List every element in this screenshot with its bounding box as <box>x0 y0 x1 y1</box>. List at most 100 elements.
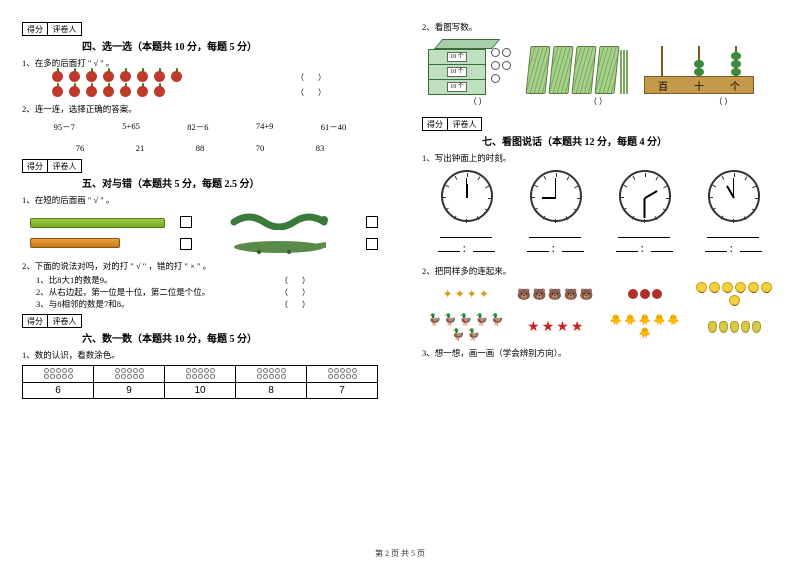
grader-label: 评卷人 <box>448 117 482 131</box>
expr: 74+9 <box>256 121 274 133</box>
page-footer: 第 2 页 共 5 页 <box>0 548 800 559</box>
q7-1-text: 1、写出钟面上的时刻。 <box>422 152 778 164</box>
q7-2-text: 2、把同样多的连起来。 <box>422 265 778 277</box>
right-column: 2、看图写数。 10 个 10 个 10 个 <box>400 0 800 565</box>
rings-group <box>490 47 512 86</box>
count-pictures: 10 个 10 个 10 个 <box>428 39 778 94</box>
clock-answer[interactable]: ： <box>438 228 495 255</box>
left-column: 得分 评卷人 四、选一选（本题共 10 分，每题 5 分） 1、在多的后面打 "… <box>0 0 400 565</box>
q5-1-bars <box>30 210 378 256</box>
q5-2-item: 1、比8大1的数是9。（ ） <box>36 274 316 286</box>
apple-icon <box>137 86 148 97</box>
grader-label: 评卷人 <box>48 22 82 36</box>
dots-cell[interactable] <box>165 366 236 383</box>
snake-icon <box>229 210 329 230</box>
grader-label: 评卷人 <box>48 314 82 328</box>
num-cell: 6 <box>23 383 94 399</box>
num: 70 <box>256 143 265 153</box>
cell-ducks: 🦆🦆🦆🦆🦆🦆🦆 <box>426 313 506 341</box>
q4-2-bot-row: 76 21 88 70 83 <box>30 143 370 153</box>
score-box-sec7: 得分 评卷人 <box>422 117 778 131</box>
clock-face <box>708 170 760 222</box>
dots-cell[interactable] <box>94 366 165 383</box>
score-label: 得分 <box>22 314 48 328</box>
score-label: 得分 <box>422 117 448 131</box>
apple-icon <box>137 71 148 82</box>
sec6-title: 六、数一数（本题共 10 分，每题 5 分） <box>82 330 378 345</box>
q5-1-text: 1、在短的后面画 " √ " 。 <box>22 194 378 206</box>
sec4-title: 四、选一选（本题共 10 分，每题 5 分） <box>82 38 378 53</box>
expr: 95－7 <box>54 121 75 133</box>
clock-face <box>619 170 671 222</box>
checkbox[interactable] <box>366 238 378 250</box>
dots-cell[interactable] <box>307 366 378 383</box>
cell-smiles <box>695 281 775 307</box>
apple-icon <box>171 71 182 82</box>
apple-icon <box>52 86 63 97</box>
q4-1-row2: （ ） <box>52 86 332 99</box>
apple-icon <box>154 86 165 97</box>
num-cell: 8 <box>236 383 307 399</box>
num: 83 <box>316 143 325 153</box>
bar-short-orange <box>30 238 120 248</box>
num: 21 <box>136 143 145 153</box>
cell-apples <box>605 281 685 307</box>
stick-bundles <box>528 46 628 94</box>
q4-1-row1: （ ） <box>52 71 332 84</box>
num: 88 <box>196 143 205 153</box>
paren-blank: （ ） <box>296 72 332 83</box>
apple-icon <box>86 86 97 97</box>
abacus: 百 十 个 <box>644 46 754 94</box>
clock-face <box>530 170 582 222</box>
expr: 61－40 <box>321 121 347 133</box>
apple-icon <box>154 71 165 82</box>
abacus-label-ge: 个 <box>730 78 740 93</box>
score-box-sec6: 得分 评卷人 <box>22 314 378 328</box>
score-label: 得分 <box>22 159 48 173</box>
score-box-sec5: 得分 评卷人 <box>22 159 378 173</box>
q6-1-text: 1、数的认识，看数涂色。 <box>22 349 378 361</box>
clock-face <box>441 170 493 222</box>
num-cell: 7 <box>307 383 378 399</box>
num-cell: 10 <box>165 383 236 399</box>
q6-table: 691087 <box>22 365 378 399</box>
apple-icon <box>69 71 80 82</box>
checkbox[interactable] <box>180 238 192 250</box>
cell-bears: 🐻🐻🐻🐻🐻 <box>516 281 596 307</box>
sec7-title: 七、看图说话（本题共 12 分，每题 4 分） <box>482 133 778 148</box>
apple-icon <box>120 86 131 97</box>
clock-answer[interactable]: ： <box>527 228 584 255</box>
clock-answer[interactable]: ： <box>616 228 673 255</box>
q5-2-text: 2、下面的说法对吗，对的打 " √ " ，错的打 " × " 。 <box>22 260 378 272</box>
num: 76 <box>76 143 85 153</box>
grader-label: 评卷人 <box>48 159 82 173</box>
abacus-label-bai: 百 <box>658 78 668 93</box>
box-stack: 10 个 10 个 10 个 <box>428 39 486 94</box>
dots-cell[interactable] <box>236 366 307 383</box>
q5-2-item: 2、从右边起，第一位是十位，第二位是个位。（ ） <box>36 286 316 298</box>
checkbox[interactable] <box>366 216 378 228</box>
cell-stars5: ★★★★ <box>516 313 596 341</box>
paren-blank: （ ） <box>296 87 332 98</box>
count-blanks: （ ） （ ） （ ） <box>428 96 778 107</box>
dots-cell[interactable] <box>23 366 94 383</box>
q4-2-top-row: 95－7 5+65 82－6 74+9 61－40 <box>30 121 370 133</box>
expr: 82－6 <box>187 121 208 133</box>
match-grid: ✦✦✦✦ 🐻🐻🐻🐻🐻 🦆🦆🦆🦆🦆🦆🦆 ★★★★ 🐥🐥🐥🐥🐥🐥 <box>426 281 774 341</box>
clock-blanks: ： ： ： ： <box>422 228 778 255</box>
cell-pears <box>695 313 775 341</box>
apple-icon <box>103 86 114 97</box>
checkbox[interactable] <box>180 216 192 228</box>
expr: 5+65 <box>122 121 140 133</box>
crocodile-icon <box>229 234 329 256</box>
clock-answer[interactable]: ： <box>705 228 762 255</box>
apple-icon <box>52 71 63 82</box>
cell-chicks: 🐥🐥🐥🐥🐥🐥 <box>605 313 685 341</box>
apple-icon <box>120 71 131 82</box>
cell-stars4: ✦✦✦✦ <box>426 281 506 307</box>
r-q-top: 2、看图写数。 <box>422 21 778 33</box>
q5-2-item: 3、与8相邻的数是7和8。（ ） <box>36 298 316 310</box>
sec5-title: 五、对与错（本题共 5 分，每题 2.5 分） <box>82 175 378 190</box>
abacus-label-shi: 十 <box>694 78 704 93</box>
clocks-row <box>422 170 778 222</box>
